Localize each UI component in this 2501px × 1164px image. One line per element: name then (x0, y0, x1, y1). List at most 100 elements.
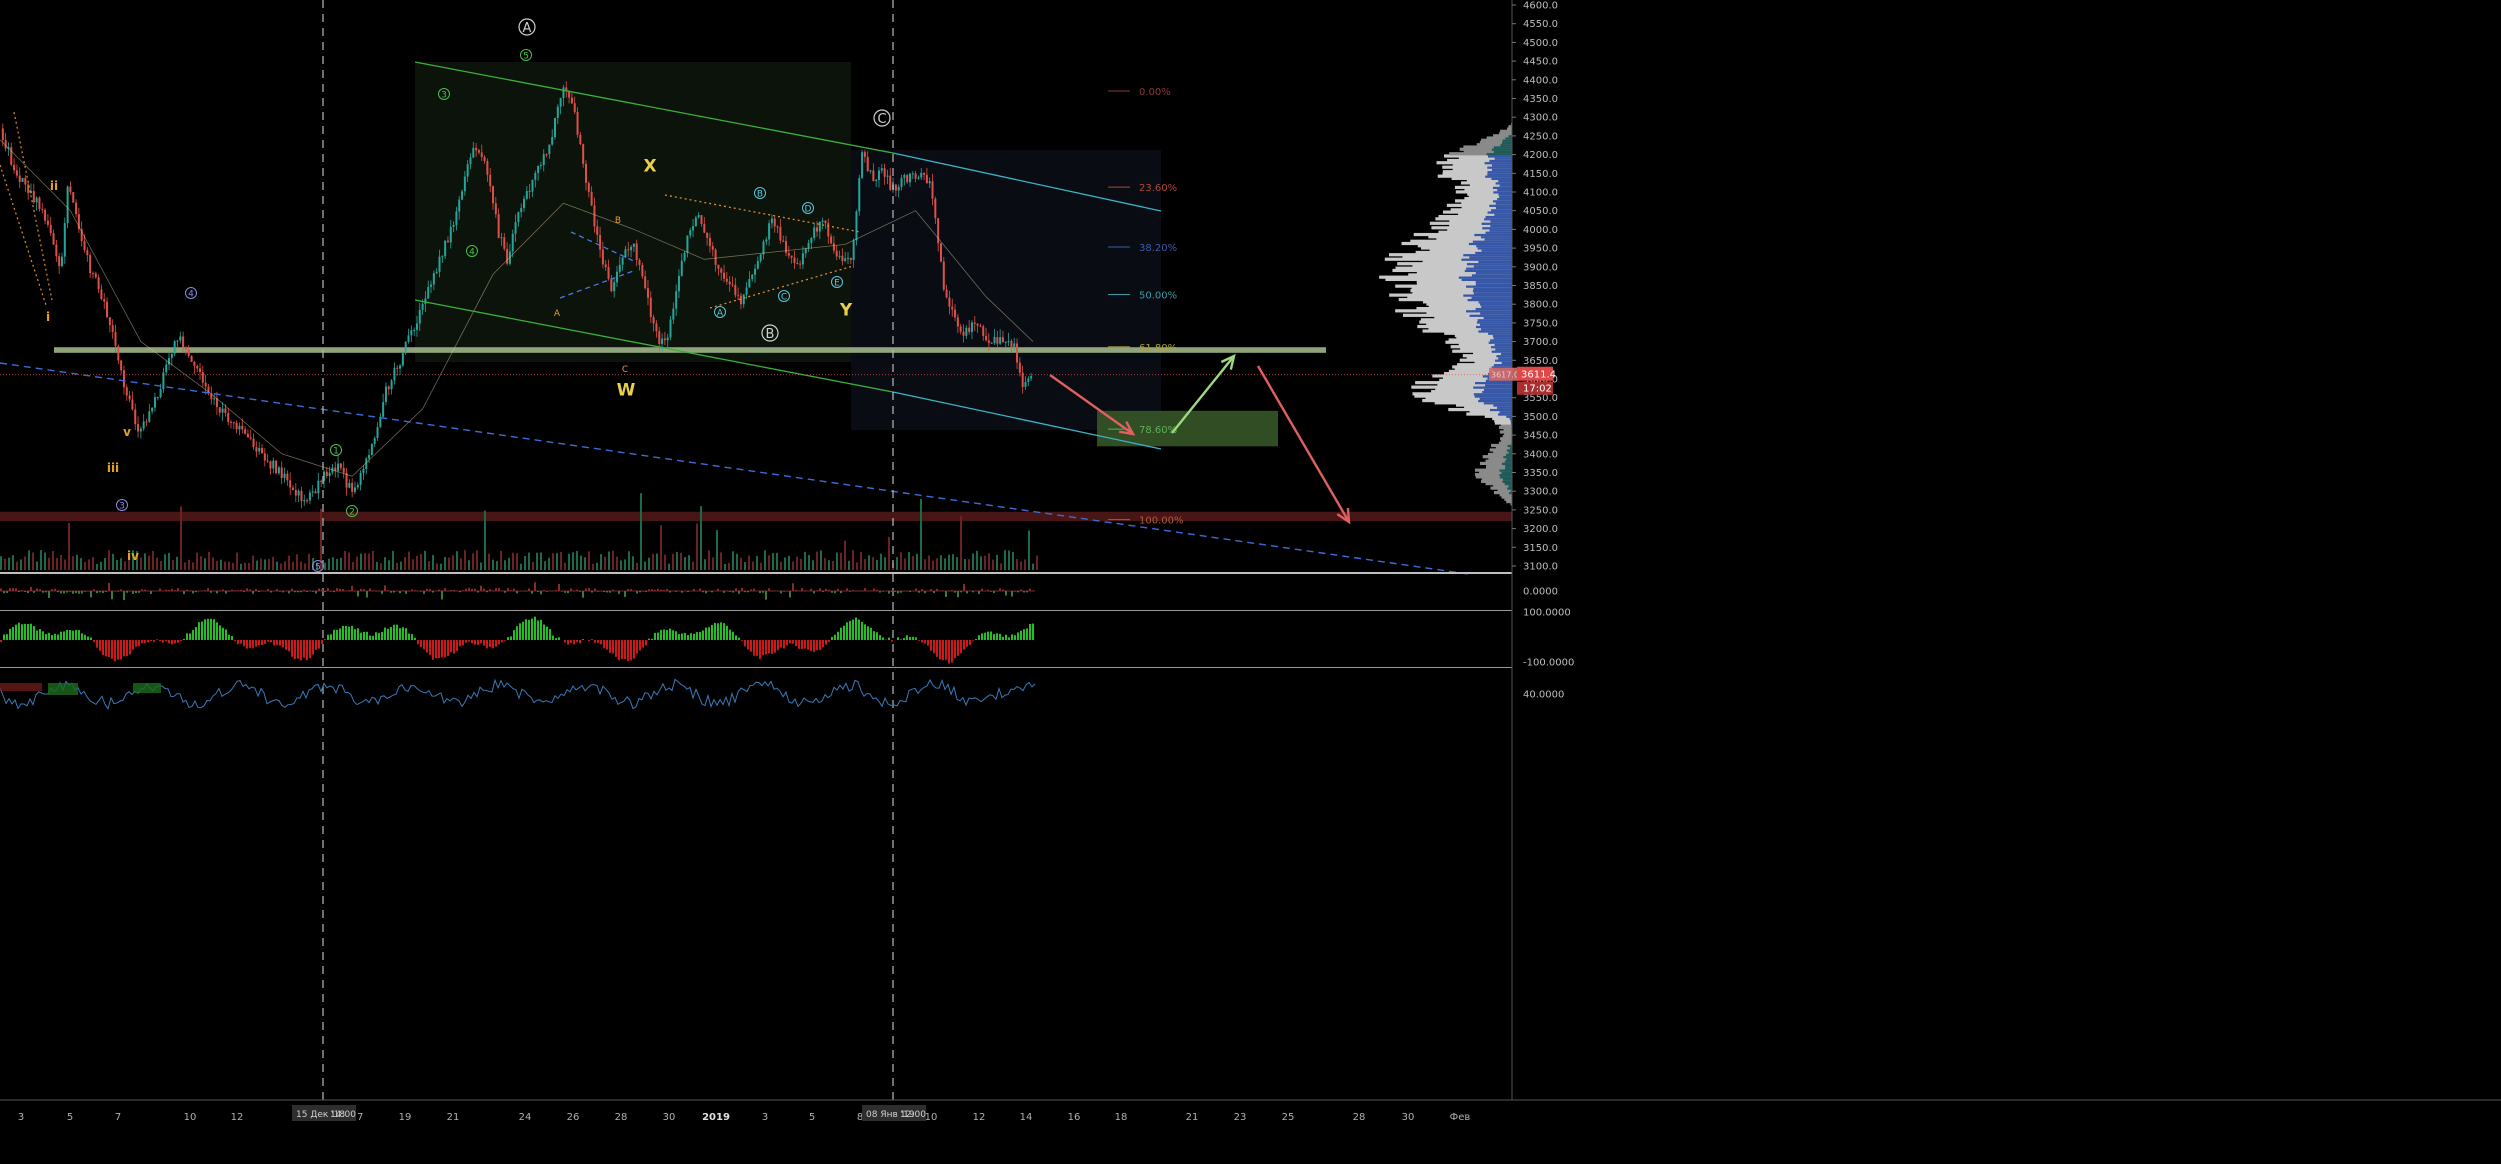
oscillator-bar (822, 591, 824, 592)
volume-bar (444, 557, 446, 570)
candle-body (447, 241, 449, 243)
candle-body (827, 223, 829, 236)
candle-body (982, 326, 984, 336)
oscillator-bar (795, 590, 797, 591)
oscillator-bar (138, 591, 140, 593)
candle-body (748, 279, 750, 287)
momentum-bar (747, 640, 749, 650)
volume-bar (284, 561, 286, 570)
oscillator-bar (342, 589, 344, 591)
oscillator-bar (924, 591, 926, 593)
volume-bar (580, 556, 582, 570)
oscillator-bar (936, 589, 938, 591)
volume-bar (96, 564, 98, 570)
volume-bar (860, 552, 862, 570)
oscillator-bar (675, 591, 677, 592)
momentum-bar (312, 640, 314, 655)
candle-body (205, 383, 207, 387)
candle-body (715, 250, 717, 265)
candle-body (729, 282, 731, 285)
momentum-bar (96, 640, 98, 648)
momentum-bar (105, 640, 107, 656)
candle-body (44, 210, 46, 221)
volume-bar (648, 558, 650, 570)
candle-body (746, 287, 748, 294)
oscillator-bar (426, 589, 428, 591)
resistance-zone (0, 512, 1512, 521)
oscillator-bar (306, 591, 308, 592)
volume-bar (0, 556, 2, 570)
candle-body (791, 256, 793, 258)
momentum-bar (576, 640, 578, 642)
candle-body (103, 299, 105, 302)
momentum-bar (69, 630, 71, 640)
volume-bar (572, 552, 574, 570)
oscillator-bar (933, 591, 935, 593)
momentum-bar (228, 635, 230, 640)
momentum-bar (387, 629, 389, 640)
momentum-bar (918, 640, 920, 641)
candle-body (368, 455, 370, 458)
momentum-bar (438, 640, 440, 658)
oscillator-bar (744, 591, 746, 592)
momentum-bar (873, 631, 875, 640)
oscillator-bar (663, 590, 665, 591)
volume-bar (380, 563, 382, 570)
momentum-bar (948, 640, 950, 663)
momentum-bar (717, 623, 719, 640)
candle-body (326, 472, 328, 476)
candle-body (388, 387, 390, 390)
candle-body (1016, 343, 1018, 362)
volume-bar (500, 551, 502, 570)
volume-bar (452, 555, 454, 570)
dotted-line (14, 112, 52, 300)
candle-body (244, 429, 246, 434)
volume-bar (240, 564, 242, 570)
volume-bar (428, 561, 430, 570)
candle-body (2, 128, 4, 140)
momentum-bar (987, 632, 989, 640)
momentum-bar (45, 634, 47, 640)
oscillator-bar (516, 591, 518, 593)
price-tick-label: 4000.0 (1523, 225, 1558, 236)
candle-body (819, 222, 821, 232)
momentum-bar (420, 640, 422, 647)
momentum-bar (6, 634, 8, 640)
volume-bar (844, 541, 846, 570)
momentum-bar (612, 640, 614, 654)
candle-body (526, 191, 528, 199)
time-tick-label: 3 (18, 1112, 24, 1123)
volume-bar (736, 554, 738, 570)
wave-label: 3 (119, 502, 125, 512)
momentum-bar (846, 622, 848, 640)
momentum-bar (366, 632, 368, 640)
oscillator-bar (21, 590, 23, 591)
oscillator-bar (981, 589, 983, 591)
candle-body (529, 191, 531, 192)
momentum-bar (744, 640, 746, 646)
oscillator-bar (798, 590, 800, 591)
volume-bar (372, 551, 374, 570)
oscillator-bar (234, 590, 236, 591)
volume-bar (264, 559, 266, 570)
volume-bar (604, 557, 606, 570)
candle-body (670, 320, 672, 338)
momentum-bar (759, 640, 761, 659)
candle-body (47, 221, 49, 225)
wave-label: C (622, 365, 628, 375)
momentum-bar (831, 637, 833, 640)
oscillator-bar (111, 591, 113, 599)
momentum-bar (456, 640, 458, 651)
momentum-bar (303, 640, 305, 658)
oscillator-bar (831, 591, 833, 593)
candle-body (920, 173, 922, 178)
momentum-bar (21, 624, 23, 640)
candle-body (667, 337, 669, 340)
oscillator-bar (951, 590, 953, 591)
candle-body (399, 365, 401, 368)
oscillator-bar (90, 591, 92, 597)
oscillator-bar (987, 590, 989, 591)
oscillator-bar (612, 590, 614, 591)
